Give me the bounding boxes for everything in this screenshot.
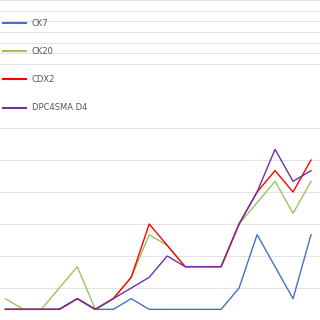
Text: CK7: CK7 xyxy=(32,19,49,28)
Text: CDX2: CDX2 xyxy=(32,75,55,84)
Text: DPC4SMA D4: DPC4SMA D4 xyxy=(32,103,87,112)
Text: CK20: CK20 xyxy=(32,47,54,56)
